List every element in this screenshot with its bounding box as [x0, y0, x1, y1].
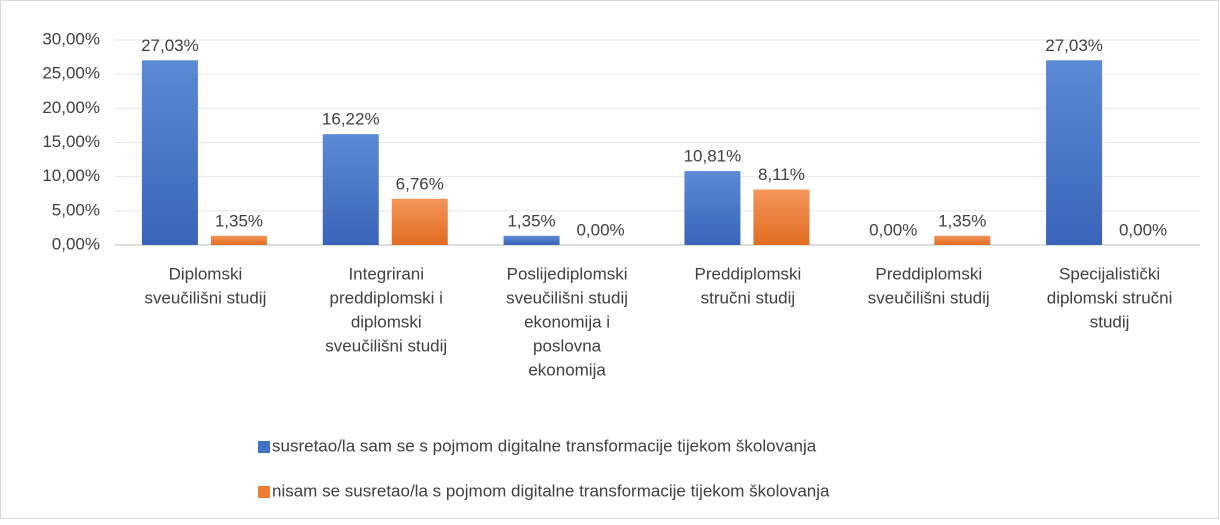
bar: [503, 235, 560, 245]
legend-label: susretao/la sam se s pojmom digitalne tr…: [272, 436, 817, 455]
y-tick-label: 0,00%: [52, 234, 100, 253]
value-label: 0,00%: [869, 220, 917, 239]
y-tick-label: 20,00%: [42, 98, 100, 117]
value-label: 1,35%: [507, 211, 555, 230]
bar: [684, 171, 741, 245]
x-tick-label: Poslijediplomski: [507, 264, 628, 283]
value-label: 0,00%: [1119, 220, 1167, 239]
x-tick-label: ekonomija i: [524, 312, 610, 331]
x-tick-label: Preddiplomski: [695, 264, 802, 283]
bar: [934, 235, 991, 245]
x-tick-label: sveučilišni studij: [144, 288, 266, 307]
value-label: 10,81%: [684, 147, 742, 166]
x-tick-label: Integrirani: [348, 264, 424, 283]
value-label: 0,00%: [576, 220, 624, 239]
x-tick-label: ekonomija: [528, 360, 606, 379]
y-tick-label: 10,00%: [42, 166, 100, 185]
value-label: 1,35%: [215, 211, 263, 230]
x-tick-label: preddiplomski i: [330, 288, 443, 307]
bar: [322, 134, 379, 245]
bar: [141, 60, 198, 245]
x-tick-label: poslovna: [533, 336, 602, 355]
legend-label: nisam se susretao/la s pojmom digitalne …: [272, 481, 830, 500]
y-tick-label: 15,00%: [42, 132, 100, 151]
legend-swatch: [258, 441, 270, 453]
value-label: 8,11%: [758, 165, 805, 184]
x-tick-label: diplomski: [351, 312, 422, 331]
bar: [1046, 60, 1103, 245]
bar: [210, 235, 267, 245]
x-tick-label: Preddiplomski: [875, 264, 982, 283]
value-label: 27,03%: [141, 36, 199, 55]
x-tick-label: studij: [1090, 312, 1130, 331]
y-tick-label: 30,00%: [42, 29, 100, 48]
x-tick-label: diplomski stručni: [1047, 288, 1173, 307]
x-tick-label: sveučilišni studij: [325, 336, 447, 355]
x-tick-label: sveučilišni studij: [506, 288, 628, 307]
value-label: 1,35%: [938, 211, 986, 230]
x-tick-label: Specijalistički: [1059, 264, 1160, 283]
value-label: 16,22%: [322, 110, 380, 129]
x-tick-label: stručni studij: [701, 288, 795, 307]
y-tick-label: 25,00%: [42, 64, 100, 83]
bar: [753, 189, 810, 245]
value-label: 27,03%: [1045, 36, 1103, 55]
x-tick-label: sveučilišni studij: [868, 288, 990, 307]
legend-swatch: [258, 486, 270, 498]
value-label: 6,76%: [396, 174, 444, 193]
bar: [391, 198, 448, 245]
y-tick-label: 5,00%: [52, 200, 100, 219]
x-tick-label: Diplomski: [169, 264, 243, 283]
